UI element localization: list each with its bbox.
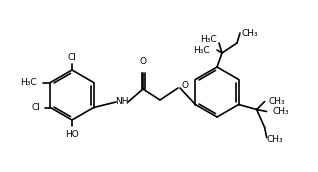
Text: CH₃: CH₃: [269, 97, 285, 106]
Text: CH₃: CH₃: [267, 135, 283, 144]
Text: H₃C: H₃C: [20, 78, 36, 87]
Text: H₃C: H₃C: [200, 35, 217, 44]
Text: CH₃: CH₃: [242, 29, 259, 37]
Text: CH₃: CH₃: [273, 107, 289, 116]
Text: Cl: Cl: [67, 53, 76, 62]
Text: H₃C: H₃C: [193, 46, 210, 55]
Text: O: O: [140, 57, 147, 66]
Text: HO: HO: [65, 130, 79, 139]
Text: NH: NH: [115, 98, 129, 106]
Text: O: O: [182, 80, 189, 89]
Text: Cl: Cl: [31, 103, 40, 112]
